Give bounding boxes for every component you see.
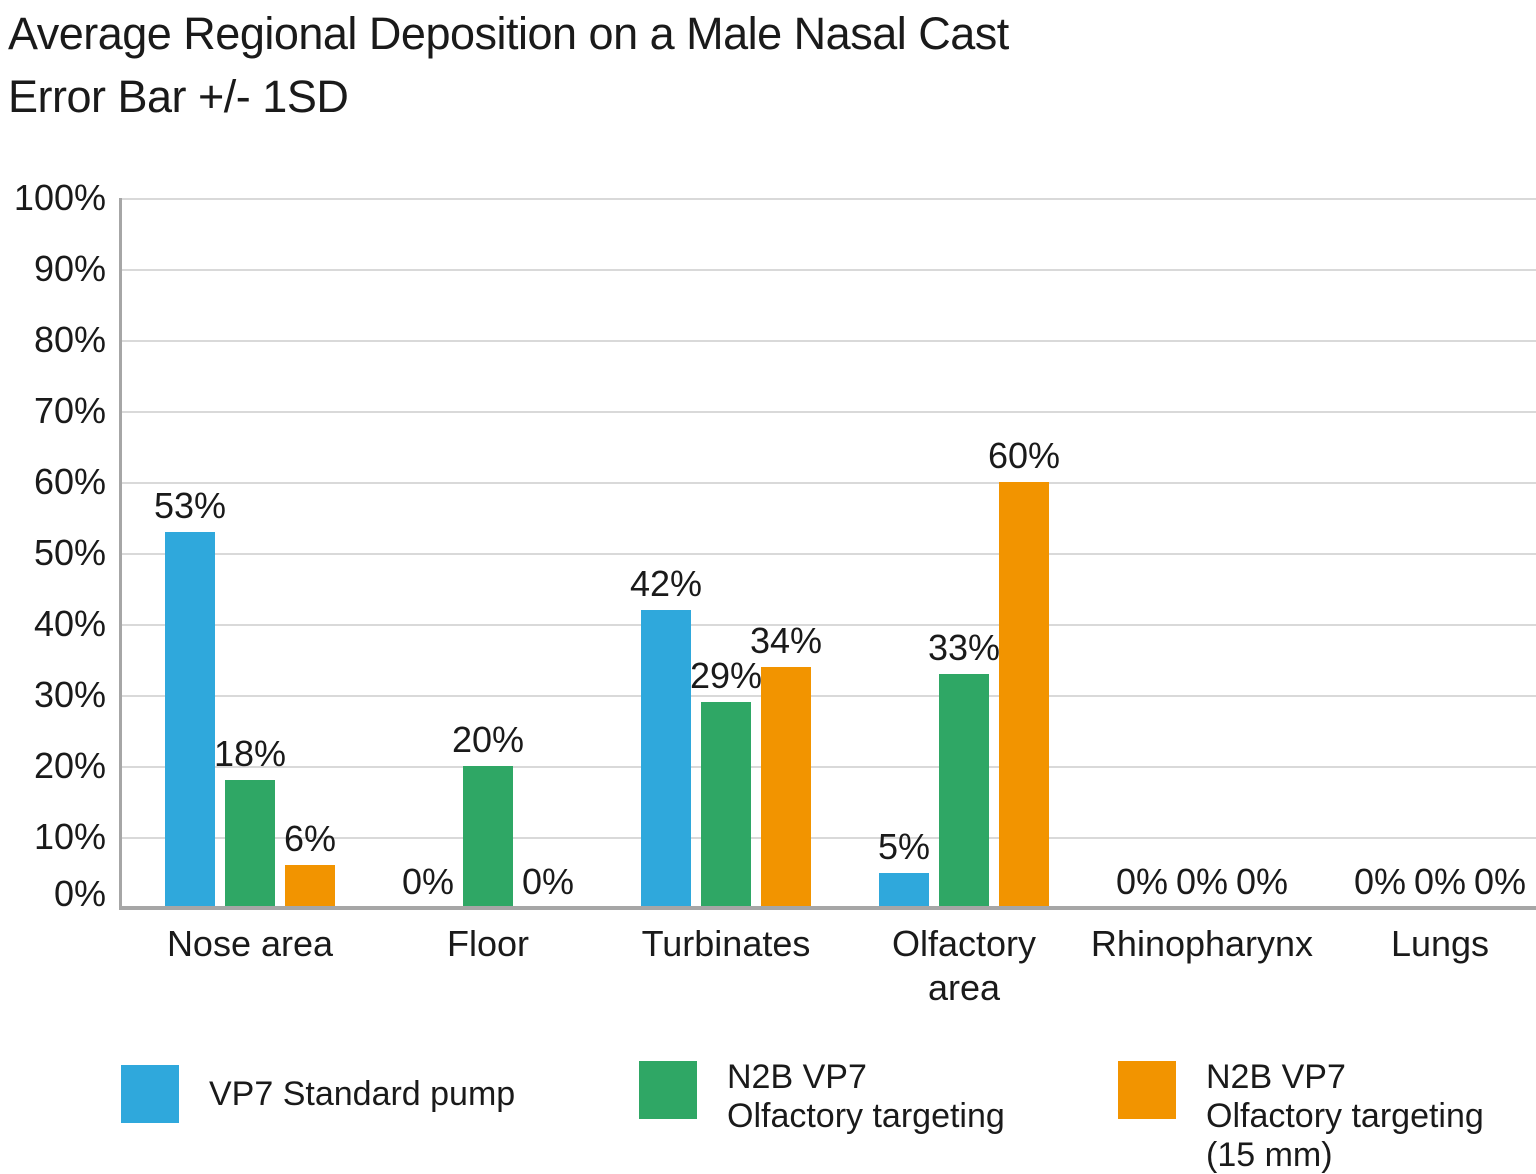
bar: 34% xyxy=(750,620,822,908)
bar-group-nose-area: 53% 18% 6% xyxy=(131,198,369,908)
gridline xyxy=(122,553,1536,555)
bar-value-label: 0% xyxy=(1115,861,1169,902)
bar-value-label: 34% xyxy=(749,619,823,661)
x-category-label: Turbinates xyxy=(607,922,845,1010)
bar: 42% xyxy=(630,563,702,908)
bar-value-label: 53% xyxy=(153,484,227,526)
legend-label: N2B VP7 Olfactory targeting xyxy=(727,1058,1005,1136)
x-category-label-line: Floor xyxy=(446,923,530,964)
bar: 20% xyxy=(452,720,524,908)
bar-group-rhinopharynx: 0% 0% 0% xyxy=(1083,198,1321,908)
bar: 18% xyxy=(214,734,286,908)
gridline xyxy=(122,695,1536,697)
gridline xyxy=(122,482,1536,484)
legend-label-line: VP7 Standard pump xyxy=(209,1074,516,1113)
y-tick-label: 60% xyxy=(33,461,106,502)
bar-value-label: 6% xyxy=(283,818,337,860)
bar-value-label: 18% xyxy=(213,733,287,775)
x-category-label: Lungs xyxy=(1321,922,1536,1010)
x-category-label: Rhinopharynx xyxy=(1083,922,1321,1010)
bar-value-label: 20% xyxy=(451,719,525,760)
legend-label-line: N2B VP7 xyxy=(1206,1058,1346,1096)
x-category-label: Nose area xyxy=(131,922,369,1010)
y-tick-label: 20% xyxy=(33,745,106,786)
y-tick-label: 70% xyxy=(33,390,106,431)
bar-group-lungs: 0% 0% 0% xyxy=(1321,198,1536,908)
chart-subtitle: Error Bar +/- 1SD xyxy=(8,71,349,122)
bar-group-turbinates: 42% 29% 34% xyxy=(607,198,845,908)
y-axis-line xyxy=(119,198,122,909)
gridline xyxy=(122,766,1536,768)
y-tick-label: 90% xyxy=(33,248,106,289)
bar-value-label: 0% xyxy=(1353,861,1407,902)
x-category-label-line: Turbinates xyxy=(641,923,811,964)
bar: 29% xyxy=(690,656,762,908)
y-tick-label: 100% xyxy=(13,177,106,218)
legend-label: N2B VP7 Olfactory targeting (15 mm) xyxy=(1206,1058,1484,1174)
bar: 5% xyxy=(878,826,930,908)
legend-item: N2B VP7 Olfactory targeting xyxy=(639,1058,1005,1136)
x-category-label-line: Nose area xyxy=(166,923,334,964)
gridline xyxy=(122,198,1536,200)
chart-title: Average Regional Deposition on a Male Na… xyxy=(8,8,1009,59)
gridline xyxy=(122,340,1536,342)
legend-swatch xyxy=(121,1065,179,1123)
plot-area xyxy=(122,198,1536,908)
y-tick-label: 40% xyxy=(33,603,106,644)
bar: 53% xyxy=(154,485,226,908)
bars-row: 53% 18% 6% 0% 20% 0% 42% 29% 34% 5% 33% 60% 0% 0% 0% 0%… xyxy=(131,198,1536,908)
bar-value-label: 42% xyxy=(629,562,703,604)
bar: 60% xyxy=(988,436,1060,908)
bar-group-floor: 0% 20% 0% xyxy=(369,198,607,908)
bar-value-label: 0% xyxy=(401,861,455,902)
bar: 6% xyxy=(284,819,336,908)
bar-value-label: 5% xyxy=(877,825,931,867)
x-category-label-line: area xyxy=(927,967,1001,1008)
bar-value-label: 0% xyxy=(521,861,575,902)
gridline xyxy=(122,269,1536,271)
bar-value-label: 29% xyxy=(689,655,763,697)
legend-label-line: (15 mm) xyxy=(1206,1136,1333,1174)
bar-value-label: 0% xyxy=(1235,861,1289,902)
x-axis-line xyxy=(119,906,1536,910)
x-category-label-line: Olfactory xyxy=(891,923,1037,964)
y-tick-label: 0% xyxy=(53,873,106,914)
y-tick-label: 10% xyxy=(33,816,106,857)
bar-value-label: 33% xyxy=(927,626,1001,668)
legend-swatch xyxy=(1118,1061,1176,1119)
legend-item: VP7 Standard pump xyxy=(121,1062,515,1126)
y-axis-tick-labels: 100% 90% 80% 70% 60% 50% 40% 30% 20% 10% 0% xyxy=(0,178,106,914)
bar-value-label: 0% xyxy=(1175,861,1229,902)
x-category-label: Floor xyxy=(369,922,607,1010)
bar-group-olfactory-area: 5% 33% 60% xyxy=(845,198,1083,908)
bar: 33% xyxy=(928,627,1000,908)
bar-value-label: 60% xyxy=(987,435,1061,476)
bar-value-label: 0% xyxy=(1413,861,1467,902)
legend-label-line: Olfactory targeting xyxy=(727,1097,1005,1135)
legend-swatch xyxy=(639,1061,697,1119)
x-category-label: Olfactory area xyxy=(845,922,1083,1010)
legend-label: VP7 Standard pump xyxy=(209,1075,515,1114)
y-tick-label: 50% xyxy=(33,532,106,573)
chart-title-block: Average Regional Deposition on a Male Na… xyxy=(8,2,1009,128)
gridline xyxy=(122,411,1536,413)
gridline xyxy=(122,837,1536,839)
y-tick-label: 80% xyxy=(33,319,106,360)
gridline xyxy=(122,624,1536,626)
legend-item: N2B VP7 Olfactory targeting (15 mm) xyxy=(1118,1058,1484,1174)
x-category-label-line: Lungs xyxy=(1390,923,1490,964)
y-tick-label: 30% xyxy=(33,674,106,715)
legend-label-line: N2B VP7 xyxy=(727,1058,867,1096)
bar-value-label: 0% xyxy=(1473,861,1527,902)
x-axis-category-labels: Nose area Floor Turbinates Olfactory area Rhi… xyxy=(131,922,1536,1010)
legend-label-line: Olfactory targeting xyxy=(1206,1097,1484,1135)
x-category-label-line: Rhinopharynx xyxy=(1090,923,1314,964)
